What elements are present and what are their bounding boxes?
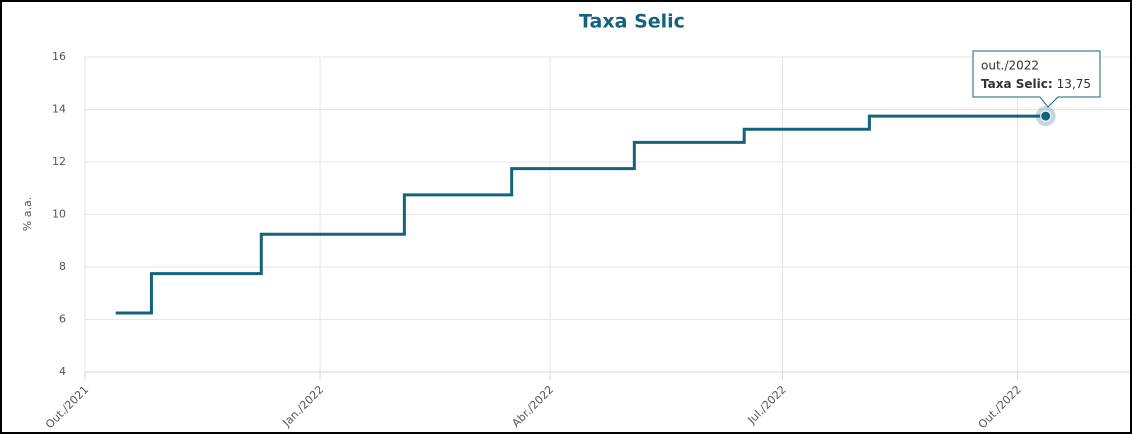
tooltip: out./2022 Taxa Selic: 13,75: [972, 50, 1101, 108]
y-tick-label: 6: [59, 313, 66, 326]
x-tick-label: Out./2021: [43, 383, 91, 431]
y-tick-label: 8: [59, 260, 66, 273]
y-axis-label: % a.a.: [21, 197, 34, 231]
point-marker: [1040, 110, 1052, 122]
x-tick-label: Jul./2022: [745, 383, 789, 427]
tooltip-title: out./2022: [981, 59, 1039, 73]
tooltip-label: Taxa Selic:: [981, 77, 1053, 91]
chart-title: Taxa Selic: [579, 11, 685, 33]
x-tick-label: Jan./2022: [280, 383, 327, 430]
tooltip-box: [972, 50, 1101, 108]
tooltip-value: 13,75: [1057, 77, 1091, 91]
y-tick-label: 16: [52, 50, 66, 63]
y-tick-label: 12: [52, 155, 66, 168]
y-tick-label: 14: [52, 103, 66, 116]
x-tick-label: Abr./2022: [509, 383, 556, 430]
tooltip-row: Taxa Selic: 13,75: [981, 77, 1091, 91]
line: [115, 114, 1046, 315]
y-tick-label: 4: [59, 365, 66, 378]
y-tick-label: 10: [52, 208, 66, 221]
x-tick-label: Out./2022: [976, 383, 1024, 431]
